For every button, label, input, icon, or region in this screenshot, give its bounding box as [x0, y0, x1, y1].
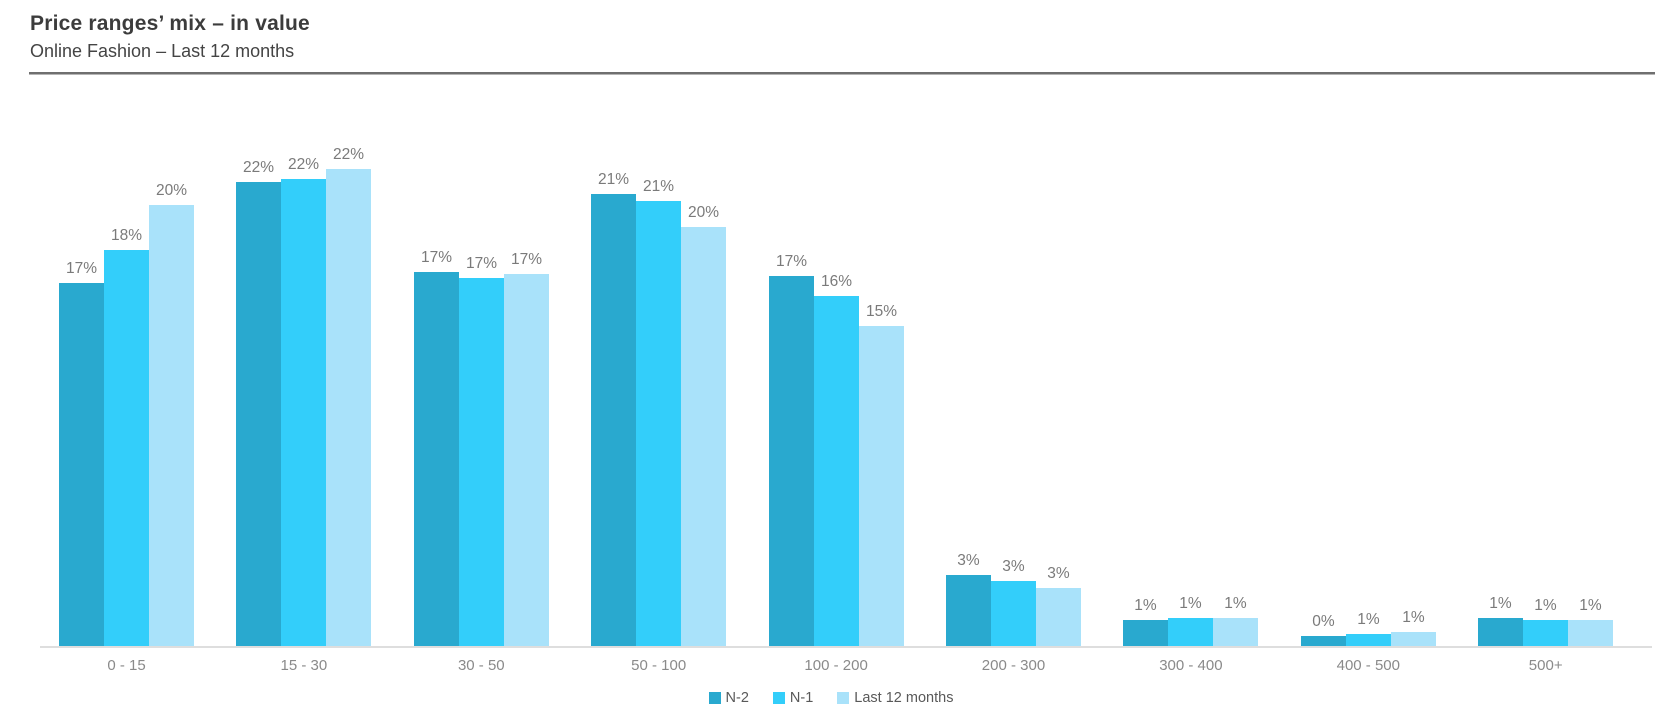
bar: [991, 581, 1036, 646]
chart-legend: N-2 N-1 Last 12 months: [0, 690, 1662, 706]
bar-value-label: 1%: [1534, 597, 1557, 614]
x-axis-label: 50 - 100: [631, 657, 687, 674]
x-axis-line: [40, 646, 1652, 648]
bar-value-label: 1%: [1357, 611, 1380, 628]
bar: [59, 283, 104, 646]
bar: [281, 179, 326, 646]
legend-item: Last 12 months: [837, 690, 953, 706]
bar: [1036, 588, 1081, 646]
bar-value-label: 21%: [597, 171, 630, 188]
chart-subtitle: Online Fashion – Last 12 months: [30, 41, 295, 61]
bar: [1391, 632, 1436, 646]
x-axis-label: 300 - 400: [1159, 657, 1223, 674]
x-axis-label: 0 - 15: [107, 657, 146, 674]
bar: [1523, 620, 1568, 646]
bar-value-label: 20%: [155, 182, 188, 199]
bar-value-label: 22%: [242, 159, 275, 176]
bar: [681, 227, 726, 646]
x-axis-label: 15 - 30: [280, 657, 328, 674]
chart-title: Price ranges’ mix – in value: [30, 12, 310, 35]
legend-item: N-1: [772, 690, 814, 706]
bar: [1301, 636, 1346, 646]
bar-value-label: 17%: [510, 251, 543, 268]
bar: [946, 575, 991, 646]
bar-value-label: 15%: [865, 303, 898, 320]
bar: [149, 205, 194, 646]
legend-swatch: [772, 692, 785, 704]
bar-value-label: 20%: [687, 204, 720, 221]
bar-value-label: 1%: [1134, 597, 1157, 614]
bar-value-label: 0%: [1312, 613, 1335, 630]
legend-swatch: [837, 692, 850, 704]
bar-value-label: 17%: [465, 255, 498, 272]
bar-value-label: 3%: [1047, 565, 1070, 582]
bar-value-label: 3%: [1002, 558, 1025, 575]
bar-value-label: 17%: [65, 260, 98, 277]
bar-value-label: 22%: [332, 146, 365, 163]
x-axis-label: 30 - 50: [457, 657, 505, 674]
bar: [769, 276, 814, 646]
bar: [504, 274, 549, 646]
bar: [1213, 618, 1258, 646]
bar-value-label: 1%: [1579, 597, 1602, 614]
x-axis-label: 200 - 300: [981, 657, 1046, 674]
bar: [1346, 634, 1391, 646]
bar: [1168, 618, 1213, 646]
bar-value-label: 3%: [957, 552, 980, 569]
bar: [459, 278, 504, 646]
bar-value-label: 17%: [775, 253, 808, 270]
x-axis-label: 500+: [1528, 657, 1563, 674]
bar-value-label: 21%: [642, 178, 675, 195]
bar: [1478, 618, 1523, 646]
x-axis-label: 400 - 500: [1336, 657, 1400, 674]
x-axis-label: 100 - 200: [804, 657, 868, 674]
bar-value-label: 17%: [420, 249, 453, 266]
legend-label: Last 12 months: [854, 690, 954, 706]
legend-label: N-1: [789, 690, 814, 706]
bar: [591, 194, 636, 646]
bar: [1123, 620, 1168, 646]
bar-value-label: 18%: [110, 227, 143, 244]
bar: [814, 296, 859, 646]
bar-value-label: 1%: [1489, 595, 1512, 612]
legend-item: N-2: [708, 690, 749, 706]
bar: [636, 201, 681, 646]
bar: [1568, 620, 1613, 646]
legend-label: N-2: [725, 690, 749, 706]
bar-value-label: 1%: [1402, 609, 1425, 626]
bar: [859, 326, 904, 646]
bar-value-label: 22%: [287, 156, 320, 173]
bar-value-label: 1%: [1179, 595, 1202, 612]
bar-value-label: 1%: [1224, 595, 1247, 612]
bar: [414, 272, 459, 646]
header-divider: [29, 72, 1655, 75]
bar: [236, 182, 281, 646]
bar: [104, 250, 149, 646]
bar-value-label: 16%: [820, 273, 853, 290]
legend-swatch: [708, 692, 721, 704]
bar: [326, 169, 371, 646]
